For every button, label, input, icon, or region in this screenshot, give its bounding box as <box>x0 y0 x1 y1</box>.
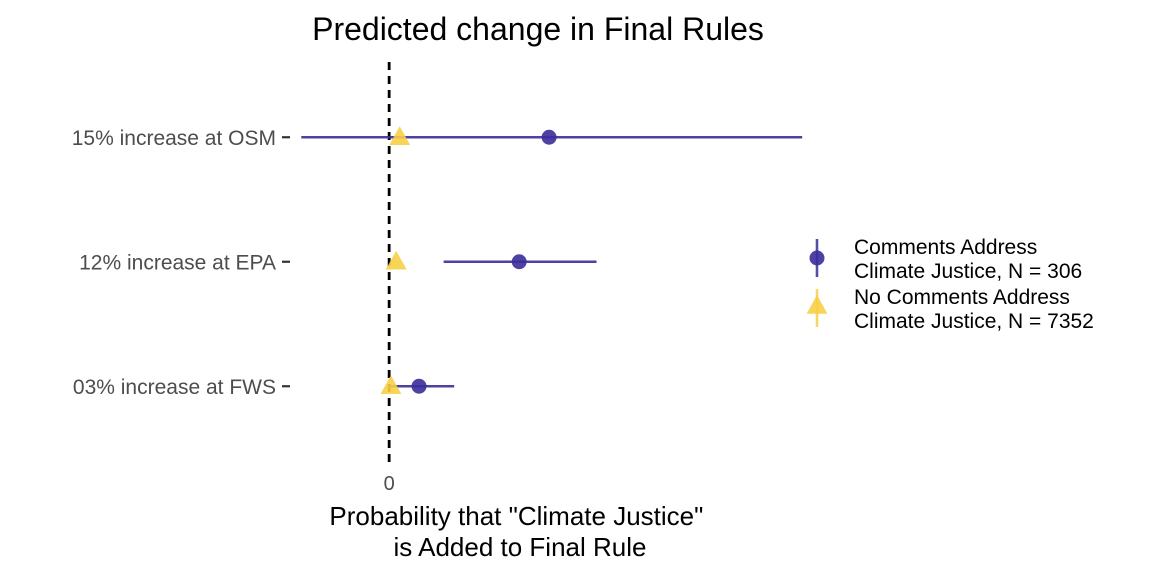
data-point <box>380 375 402 394</box>
legend-key-comments-address <box>809 239 825 277</box>
y-tick-label: 03% increase at FWS <box>73 376 276 399</box>
chart-title: Predicted change in Final Rules <box>312 11 764 47</box>
x-tick-label: 0 <box>384 473 395 495</box>
legend-label-line-2: Climate Justice, N = 7352 <box>854 310 1094 333</box>
data-point <box>511 254 527 270</box>
series-no-comments-address <box>380 126 411 394</box>
data-point <box>541 129 557 145</box>
plot-area <box>301 126 803 394</box>
x-axis-label-line-1: Probability that "Climate Justice" <box>329 501 703 531</box>
legend-label-line-1: Comments Address <box>854 236 1037 259</box>
data-point <box>411 378 427 394</box>
legend-label-line-1: No Comments Address <box>854 286 1070 309</box>
x-axis: 0 <box>384 473 395 495</box>
x-axis-label: Probability that "Climate Justice" is Ad… <box>329 501 710 562</box>
x-axis-label-line-2: is Added to Final Rule <box>394 532 647 562</box>
series-comments-address <box>301 129 803 394</box>
y-tick-label: 12% increase at EPA <box>79 251 276 274</box>
data-point <box>389 126 411 145</box>
y-tick-label: 15% increase at OSM <box>72 127 276 150</box>
data-point <box>385 250 407 270</box>
legend-key-no-comments-address <box>806 289 828 327</box>
legend-label-line-2: Climate Justice, N = 306 <box>854 260 1082 283</box>
y-axis: 15% increase at OSM 12% increase at EPA 03… <box>72 127 290 399</box>
